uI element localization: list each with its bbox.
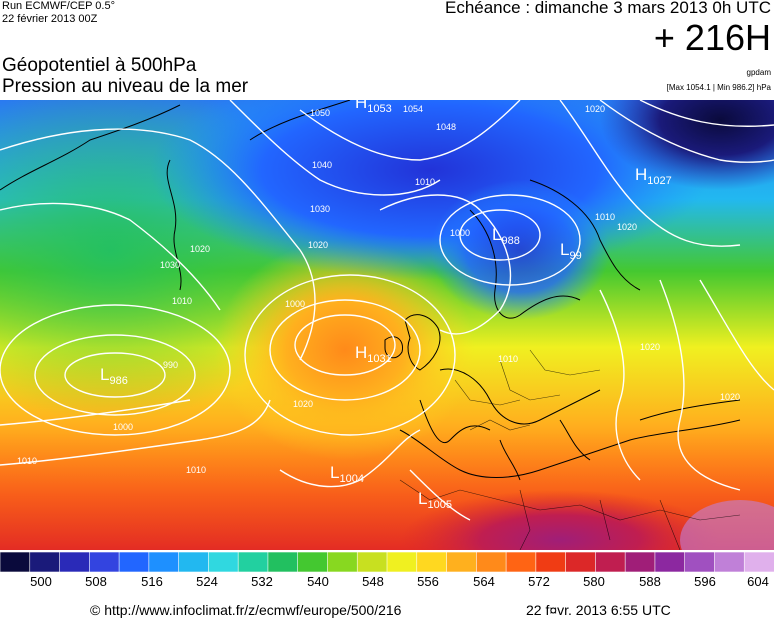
high-center-greenland: H1053 <box>355 100 392 115</box>
isobar-label: 1010 <box>498 354 518 364</box>
low-center-atlantic: L986 <box>100 365 128 387</box>
color-scale-cell <box>208 552 239 572</box>
isobar-label: 1010 <box>17 456 37 466</box>
color-scale-cell <box>178 552 210 572</box>
color-scale-cell <box>118 552 150 572</box>
isobar-label: 1000 <box>285 299 305 309</box>
color-scale-cell <box>297 552 329 572</box>
map-title-pressure: Pression au niveau de la mer <box>2 76 249 97</box>
isobars <box>0 100 774 521</box>
isobar-label: 990 <box>163 360 178 370</box>
isobar-label: 1000 <box>450 228 470 238</box>
color-scale-cell <box>505 552 537 572</box>
isobar-label: 1050 <box>310 108 330 118</box>
isobar-label: 1020 <box>293 399 313 409</box>
color-scale-cell <box>595 552 626 572</box>
isobar-label: 1040 <box>312 160 332 170</box>
color-scale-cell <box>476 552 507 572</box>
low-center-morocco: L1005 <box>418 489 452 511</box>
high-center-atlantic: H1031 <box>355 343 392 365</box>
isobar-label: 1020 <box>190 244 210 254</box>
generated-timestamp: 22 f¤vr. 2013 6:55 UTC <box>526 602 671 618</box>
scale-tick: 532 <box>251 574 273 589</box>
map-title-geopotential: Géopotentiel à 500hPa <box>2 55 197 76</box>
color-scale-ticks: 500 508 516 524 532 540 548 556 564 572 … <box>0 574 774 594</box>
isobar-label: 1030 <box>160 260 180 270</box>
scale-tick: 604 <box>747 574 769 589</box>
color-scale-cell <box>535 552 567 572</box>
color-scale-cell <box>684 552 716 572</box>
isobar-label: 1010 <box>595 212 615 222</box>
color-scale-cell <box>59 552 91 572</box>
weather-map: L986 H1031 H1053 L988 L99 H1027 L1004 L1… <box>0 100 774 550</box>
color-scale-cell <box>148 552 180 572</box>
color-scale-cell <box>237 552 269 572</box>
color-scale-cell <box>654 552 686 572</box>
color-scale-cell <box>386 552 418 572</box>
forecast-hour: + 216H <box>653 17 771 58</box>
southeast-field <box>680 500 774 550</box>
isobar-label: 1020 <box>585 104 605 114</box>
high-center-russia: H1027 <box>635 165 672 187</box>
run-date: 22 février 2013 00Z <box>2 13 98 25</box>
scale-tick: 596 <box>694 574 716 589</box>
scale-tick: 580 <box>583 574 605 589</box>
scale-tick: 524 <box>196 574 218 589</box>
low-center-iberia: L1004 <box>330 463 364 485</box>
isobar-label: 1030 <box>310 204 330 214</box>
color-scale-bar <box>0 552 774 572</box>
scale-tick: 588 <box>639 574 661 589</box>
scale-tick: 516 <box>141 574 163 589</box>
scale-tick: 500 <box>30 574 52 589</box>
isobar-label: 1020 <box>720 392 740 402</box>
isobar-label: 1010 <box>172 296 192 306</box>
scandinavian-low-field <box>430 180 610 320</box>
max-min-pressure: [Max 1054.1 | Min 986.2] hPa <box>666 83 771 92</box>
color-scale-cell <box>29 552 61 572</box>
scale-tick: 564 <box>473 574 495 589</box>
isobar-label: 1048 <box>436 122 456 132</box>
isobar-label: 1020 <box>308 240 328 250</box>
forecast-valid-time: Echéance : dimanche 3 mars 2013 0h UTC <box>444 0 771 17</box>
scale-tick: 508 <box>85 574 107 589</box>
color-scale-cell <box>714 552 746 572</box>
unit-label: gpdam <box>746 68 771 77</box>
scale-tick: 572 <box>528 574 550 589</box>
color-scale-cell <box>89 552 120 572</box>
isobar-label: 1010 <box>415 177 435 187</box>
run-label: Run ECMWF/CEP 0.5° <box>2 0 116 12</box>
low-center-norway: L988 <box>492 225 520 247</box>
isobar-labels: 1000 1010 1020 1030 1040 1048 1050 1054 … <box>17 104 740 475</box>
isobar-label: 1000 <box>113 422 133 432</box>
low-center-scandinavia: L99 <box>560 240 582 262</box>
color-scale-cell <box>416 552 448 572</box>
color-scale-cell <box>743 552 774 572</box>
scale-tick: 540 <box>307 574 329 589</box>
color-scale-cell <box>327 552 359 572</box>
scale-tick: 556 <box>417 574 439 589</box>
scale-tick: 548 <box>362 574 384 589</box>
isobar-label: 1054 <box>403 104 423 114</box>
color-scale-cell <box>624 552 656 572</box>
isobar-label: 1020 <box>617 222 637 232</box>
country-borders <box>399 349 741 550</box>
northeast-deep-field <box>600 100 774 190</box>
color-scale-cell <box>0 552 31 572</box>
pressure-centers: L986 H1031 H1053 L988 L99 H1027 L1004 L1… <box>100 100 672 511</box>
coastlines <box>0 100 741 481</box>
color-scale-cell <box>446 552 478 572</box>
color-scale-cell <box>565 552 597 572</box>
isobar-label: 1020 <box>640 342 660 352</box>
isobar-label: 1010 <box>186 465 206 475</box>
source-link[interactable]: © http://www.infoclimat.fr/z/ecmwf/europ… <box>90 602 402 618</box>
color-scale-cell <box>267 552 299 572</box>
color-scale-cell <box>356 552 388 572</box>
north-africa-field <box>400 490 720 550</box>
